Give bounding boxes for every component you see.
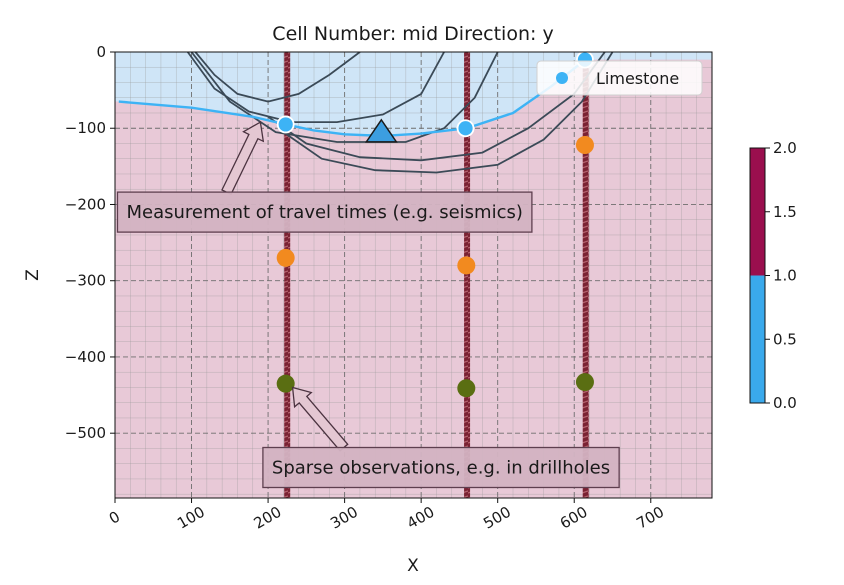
x-tick-label: 0 [106, 507, 123, 527]
orientation-marker [364, 118, 398, 143]
point-orange-2 [457, 256, 476, 275]
annotation-text-seismics: Measurement of travel times (e.g. seismi… [126, 202, 522, 223]
point-orange-1 [276, 248, 295, 267]
plot-area [115, 52, 712, 498]
annotation-box-seismics [116, 191, 533, 233]
point-green-2 [457, 379, 476, 398]
x-axis: 0 100 200 300 400 500 600 700 [106, 498, 667, 533]
y-axis: 0 −100 −200 −300 −400 −500 [65, 43, 115, 442]
annotations: Measurement of travel times (e.g. seismi… [116, 121, 620, 489]
legend: Limestone [536, 60, 703, 96]
x-axis-label: X [407, 556, 419, 576]
y-tick-label: −200 [65, 195, 106, 213]
contour-line-4 [267, 52, 606, 162]
contour-line-2 [186, 52, 445, 123]
point-limestone-1 [276, 115, 295, 134]
orientation-triangle [364, 118, 398, 143]
annotation-text-drillholes: Sparse observations, e.g. in drillholes [272, 458, 610, 479]
drillhole-1 [284, 52, 291, 498]
colorbar-segment-1 [750, 275, 765, 403]
colorbar: 0.0 0.5 1.0 1.5 2.0 [749, 139, 797, 412]
annotation-box-drillholes [262, 446, 620, 489]
annotation-arrow-drillholes [291, 386, 349, 452]
y-tick-label: −300 [65, 272, 106, 290]
point-orange-3 [575, 136, 594, 155]
x-tick-label: 500 [480, 503, 514, 533]
point-limestone-2 [456, 119, 475, 138]
colorbar-tick-label: 1.5 [773, 203, 797, 221]
legend-label-limestone: Limestone [596, 69, 679, 88]
drillhole-3 [582, 52, 589, 498]
surface-points [276, 52, 594, 398]
limestone-boundary-line [118, 58, 587, 138]
drillholes [284, 52, 589, 498]
colorbar-tick-label: 0.5 [773, 330, 797, 348]
x-tick-label: 700 [633, 503, 667, 533]
x-tick-label: 200 [251, 503, 285, 533]
colorbar-tick-label: 2.0 [773, 139, 797, 157]
y-tick-label: −100 [65, 119, 106, 137]
y-tick-label: −400 [65, 348, 106, 366]
point-green-3 [575, 373, 594, 392]
x-tick-label: 100 [174, 503, 208, 533]
contour-line-1 [194, 52, 361, 103]
y-tick-label: 0 [96, 43, 106, 61]
plot-frame [114, 51, 713, 499]
colorbar-segment-2 [750, 148, 765, 276]
y-tick-label: −500 [65, 424, 106, 442]
legend-marker-limestone [556, 72, 568, 84]
annotation-seismics: Measurement of travel times (e.g. seismi… [116, 121, 533, 233]
contour-line-5 [282, 52, 614, 174]
x-tick-label: 600 [557, 503, 591, 533]
annotation-arrow-seismics [221, 121, 265, 196]
annotation-drillholes: Sparse observations, e.g. in drillholes [262, 386, 620, 489]
x-tick-label: 400 [404, 503, 438, 533]
y-axis-label: Z [23, 269, 43, 281]
chart-title: Cell Number: mid Direction: y [272, 23, 553, 45]
colorbar-tick-label: 1.0 [773, 267, 797, 285]
colorbar-tick-label: 0.0 [773, 394, 797, 412]
point-green-1 [276, 374, 295, 393]
drillhole-2 [464, 52, 471, 498]
legend-box [536, 60, 703, 96]
x-tick-label: 300 [327, 503, 361, 533]
